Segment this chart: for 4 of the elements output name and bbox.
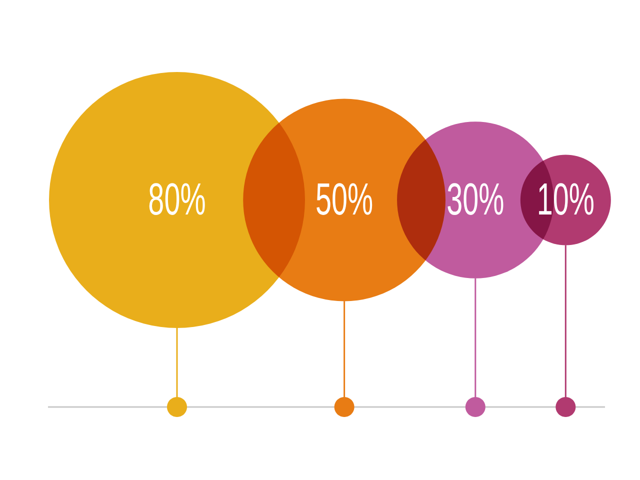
data-label: 10% — [536, 174, 594, 226]
data-label: 80% — [148, 174, 206, 226]
data-label: 50% — [315, 174, 374, 226]
data-label: 30% — [446, 174, 504, 226]
